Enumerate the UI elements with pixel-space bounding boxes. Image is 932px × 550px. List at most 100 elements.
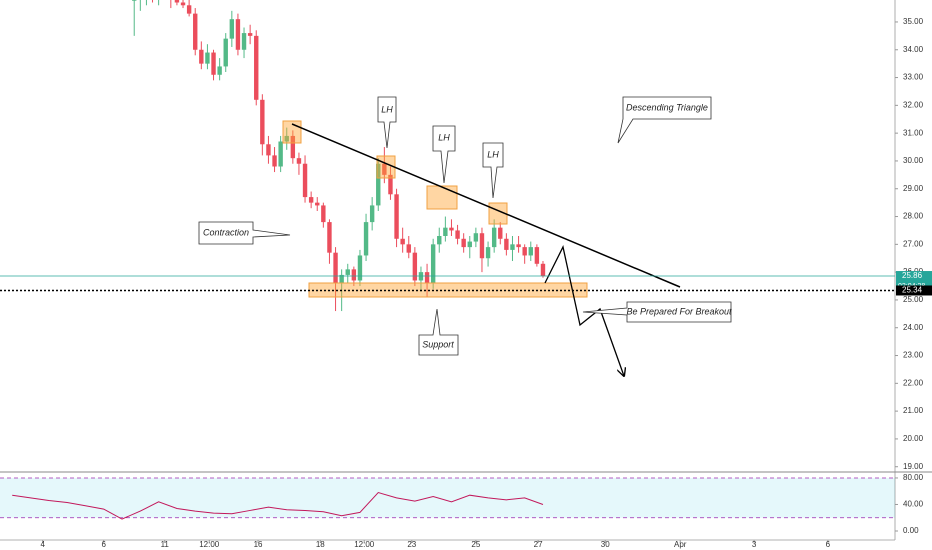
candle-body (260, 99, 265, 145)
candle-body (479, 233, 485, 259)
candle-body (516, 244, 521, 248)
x-tick-label: 12:00 (354, 540, 375, 549)
annotation: Be Prepared For Breakout (626, 306, 732, 316)
annotation: LH (438, 132, 450, 142)
x-tick-label: 11 (161, 540, 170, 549)
y-tick-label: 32.00 (903, 100, 924, 109)
candle-body (132, 0, 137, 1)
candle-body (363, 222, 369, 256)
x-tick-label: 30 (601, 540, 610, 549)
candle-body (473, 233, 479, 242)
y-tick-label: 19.00 (903, 462, 924, 471)
y-tick-label: 34.00 (903, 45, 924, 54)
y-tick-label: 21.00 (903, 406, 924, 415)
callout (582, 301, 732, 323)
candle-body (186, 5, 192, 14)
candle-body (504, 238, 509, 250)
candle-body (229, 19, 235, 39)
rsi-tick-label: 80.00 (903, 473, 924, 482)
candle-body (180, 2, 186, 6)
annotation: Support (422, 339, 454, 349)
x-tick-label: 12:00 (199, 540, 220, 549)
y-tick-label: 28.00 (903, 212, 924, 221)
y-tick-label: 20.00 (903, 434, 924, 443)
lh-box (426, 185, 458, 210)
candle-body (461, 238, 466, 248)
candle-body (321, 205, 326, 223)
candle-body (296, 158, 302, 164)
candle-body (278, 141, 283, 167)
rsi-line (12, 491, 544, 520)
price-label: 25.34 (902, 286, 923, 295)
price-label: 25.86 (902, 271, 923, 280)
y-tick-label: 35.00 (903, 17, 924, 26)
rsi-tick-label: 0.00 (903, 526, 919, 535)
annotation: LH (381, 104, 393, 114)
callout (198, 221, 291, 245)
candle-body (534, 247, 540, 264)
callout (377, 96, 397, 149)
candle-body (406, 244, 411, 253)
candle-body (424, 272, 430, 284)
candles (132, 0, 546, 312)
x-tick-label: 18 (316, 540, 325, 549)
candle-body (382, 163, 387, 175)
y-tick-label: 27.00 (903, 239, 924, 248)
candle-body (333, 252, 338, 284)
candle-body (376, 163, 381, 206)
candle-body (437, 236, 442, 245)
y-tick-label: 25.00 (903, 295, 924, 304)
y-tick-label: 29.00 (903, 184, 924, 193)
candle-body (455, 230, 460, 239)
candle-body (491, 227, 497, 248)
candle-body (302, 163, 308, 198)
candle-body (254, 35, 259, 100)
candle-body (510, 244, 515, 250)
y-tick-label: 23.00 (903, 351, 924, 360)
annotation: LH (487, 149, 499, 159)
y-tick-label: 24.00 (903, 323, 924, 332)
candle-body (339, 274, 344, 284)
x-tick-label: Apr (674, 540, 687, 549)
annotation: Contraction (203, 227, 249, 237)
x-tick-label: 25 (471, 540, 480, 549)
candle-body (266, 144, 271, 156)
candle-body (327, 222, 332, 253)
candle-body (467, 241, 472, 248)
candle-body (351, 269, 357, 281)
y-tick-label: 31.00 (903, 128, 924, 137)
candle-body (369, 205, 375, 223)
candle-body (272, 155, 277, 167)
candle-body (199, 49, 204, 64)
x-tick-label: 23 (407, 540, 416, 549)
projection-arrow (544, 245, 624, 376)
callout (432, 125, 456, 184)
candle-body (345, 269, 350, 275)
x-tick-label: 6 (826, 540, 831, 549)
y-tick-label: 33.00 (903, 73, 924, 82)
candle-body (315, 202, 320, 206)
x-tick-label: 6 (101, 540, 106, 549)
price-label-bg (896, 285, 932, 296)
candle-body (485, 247, 491, 259)
trendline (291, 123, 681, 288)
candle-body (284, 135, 289, 142)
candle-body (522, 247, 527, 256)
candle-body (235, 19, 241, 50)
candle-body (400, 238, 405, 245)
candle-body (247, 33, 253, 36)
rsi-tick-label: 40.00 (903, 500, 924, 509)
candle-body (394, 194, 399, 239)
candle-body (430, 244, 436, 284)
candle-body (443, 227, 448, 236)
x-tick-label: 3 (752, 540, 757, 549)
candle-body (223, 38, 228, 67)
candle-body (412, 252, 418, 281)
candle-body (205, 52, 210, 64)
candle-body (308, 197, 314, 203)
x-tick-label: 27 (534, 540, 543, 549)
callout (482, 142, 504, 199)
candle-body (211, 52, 216, 75)
